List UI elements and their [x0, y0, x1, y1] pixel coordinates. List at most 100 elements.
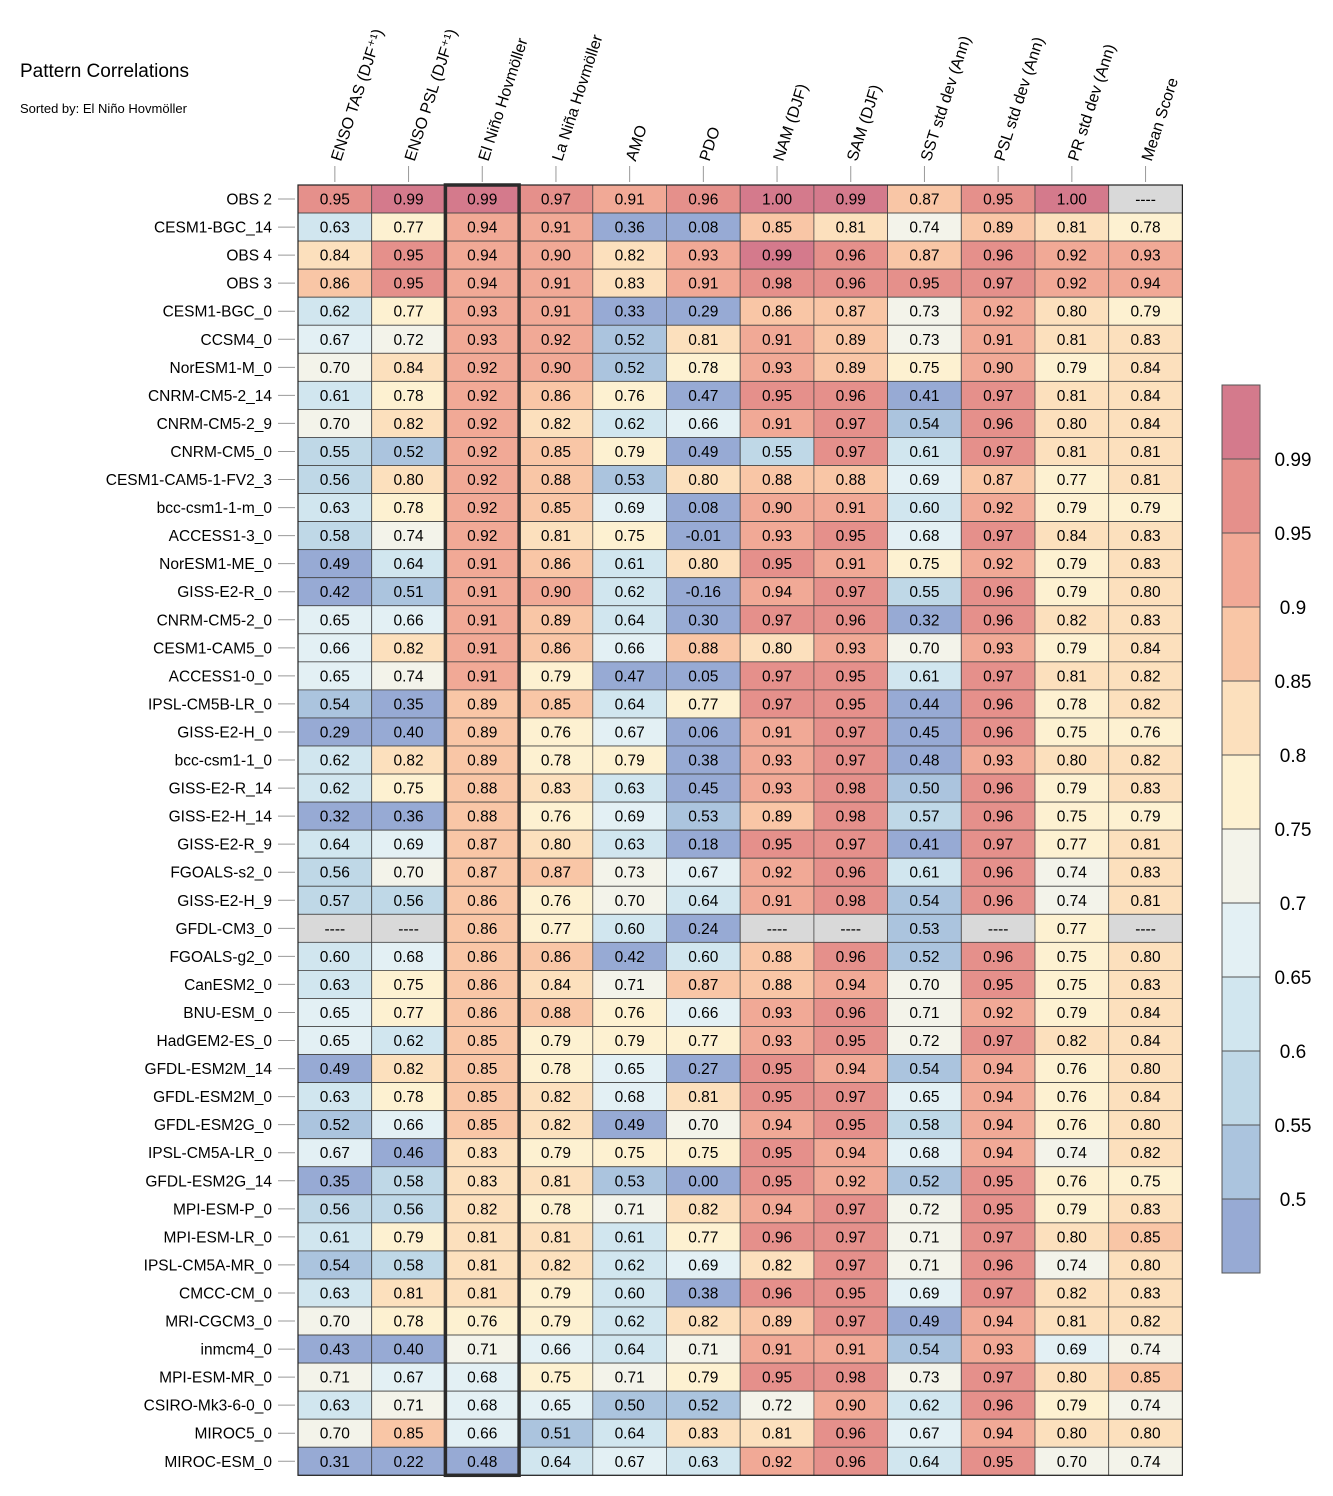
cell-value: 0.35: [320, 1173, 350, 1190]
cell-value: 0.93: [467, 332, 497, 349]
heatmap-cell: [297, 689, 373, 719]
heatmap-cell: [887, 1306, 962, 1336]
cell-value: 0.96: [983, 696, 1013, 713]
cell-value: 0.93: [467, 304, 497, 321]
cell-value: 0.82: [688, 1314, 718, 1331]
row-label: CNRM-CM5-2_9: [157, 416, 272, 433]
cell-value: 0.75: [1057, 724, 1087, 741]
cell-value: 0.79: [1057, 500, 1087, 517]
cell-value: 0.95: [393, 276, 423, 293]
cell-value: 0.87: [688, 977, 718, 994]
cell-value: 0.74: [393, 668, 424, 685]
cell-value: 0.89: [836, 360, 866, 377]
cell-value: 0.58: [393, 1173, 423, 1190]
column-label: AMO: [623, 123, 650, 163]
heatmap-cell: [1034, 296, 1110, 326]
cell-value: 0.81: [1057, 220, 1087, 237]
cell-value: 0.89: [467, 753, 497, 770]
heatmap-cell: [1108, 745, 1183, 775]
cell-value: 0.69: [909, 472, 939, 489]
cell-value: 0.79: [393, 1229, 423, 1246]
heatmap-cell: [739, 661, 815, 691]
cell-value: 0.96: [836, 248, 866, 265]
heatmap-cell: [297, 998, 373, 1027]
heatmap-cell: [592, 1138, 667, 1168]
cell-value: 0.44: [909, 696, 940, 713]
cell-value: 0.00: [688, 1173, 719, 1190]
cell-value: 0.97: [836, 753, 866, 770]
cell-value: 0.61: [320, 1229, 350, 1246]
heatmap-cell: [371, 605, 446, 635]
cell-value: 0.62: [615, 584, 645, 601]
cell-value: 0.84: [1130, 1089, 1161, 1106]
cell-value: 0.98: [762, 276, 792, 293]
cell-value: 0.97: [762, 612, 792, 629]
heatmap-cell: [666, 1026, 741, 1055]
cell-value: 0.85: [467, 1117, 497, 1134]
heatmap-cell: [371, 1026, 446, 1055]
cell-value: 0.95: [762, 556, 792, 573]
heatmap-cell: [739, 408, 815, 438]
column-label: PDO: [697, 125, 724, 163]
heatmap-cell: [297, 1362, 373, 1392]
cell-value: 0.62: [615, 1314, 645, 1331]
heatmap-cell: [887, 998, 962, 1027]
heatmap-cell: [887, 857, 962, 887]
heatmap-cell: [592, 801, 667, 831]
cell-value: 0.64: [393, 556, 424, 573]
heatmap-cell: [887, 1362, 962, 1392]
cell-value: 0.92: [983, 1005, 1013, 1022]
cell-value: 0.64: [909, 1454, 940, 1471]
row-label: ACCESS1-3_0: [169, 528, 273, 545]
cell-value: 0.86: [541, 388, 571, 405]
colorbar-label: 0.99: [1275, 450, 1312, 471]
cell-value: 0.85: [393, 1426, 423, 1443]
heatmap-cell: [1034, 970, 1110, 999]
cell-value: 0.54: [909, 416, 940, 433]
cell-value: 0.96: [688, 192, 718, 209]
cell-value: 0.42: [320, 584, 350, 601]
cell-value: 0.75: [615, 1145, 645, 1162]
cell-value: 0.78: [541, 1201, 571, 1218]
heatmap-cell: [1034, 689, 1110, 719]
heatmap-cell: [371, 1054, 446, 1084]
heatmap-cell: [739, 212, 815, 242]
cell-value: 0.97: [983, 444, 1013, 461]
cell-value: 0.79: [1130, 809, 1160, 826]
cell-value: 0.82: [1057, 1285, 1087, 1302]
cell-value: 0.08: [688, 500, 718, 517]
colorbar-swatch: [1222, 385, 1260, 459]
cell-value: 0.60: [688, 949, 719, 966]
cell-value: 0.65: [320, 1005, 350, 1022]
heatmap-cell: [371, 577, 446, 607]
heatmap-cell: [666, 1278, 741, 1308]
heatmap-cell: [592, 240, 667, 270]
heatmap-cell: [813, 1250, 889, 1280]
heatmap-cell: [1108, 352, 1183, 382]
cell-value: 0.66: [393, 612, 423, 629]
heatmap-cell: [960, 240, 1036, 270]
heatmap-cell: [518, 1194, 594, 1224]
cell-value: 0.78: [1057, 696, 1087, 713]
cell-value: 0.96: [983, 416, 1013, 433]
colorbar-swatch: [1222, 681, 1260, 755]
heatmap-cell: [518, 661, 594, 691]
cell-value: 0.91: [541, 304, 571, 321]
value-labels: 0.95 0.99 0.99 0.97 0.91 0.96 1.00 0.99 0.87 0.95…: [320, 192, 1161, 1471]
row-label: GFDL-ESM2G_14: [145, 1173, 272, 1190]
cell-value: 0.77: [688, 1033, 718, 1050]
cell-value: 0.84: [1130, 1033, 1161, 1050]
heatmap-cell: [592, 605, 667, 635]
cell-value: 0.62: [320, 753, 350, 770]
cell-value: 0.66: [541, 1342, 571, 1359]
heatmap-cell: [887, 745, 962, 775]
cell-value: 0.93: [836, 640, 866, 657]
cell-value: 0.65: [320, 612, 350, 629]
cell-value: 0.82: [1130, 1145, 1160, 1162]
cell-value: 0.98: [836, 1370, 866, 1387]
cell-value: 0.91: [467, 556, 497, 573]
heatmap-cell: [297, 913, 373, 943]
cell-value: 0.73: [615, 865, 645, 882]
cell-value: 0.83: [1130, 1201, 1160, 1218]
